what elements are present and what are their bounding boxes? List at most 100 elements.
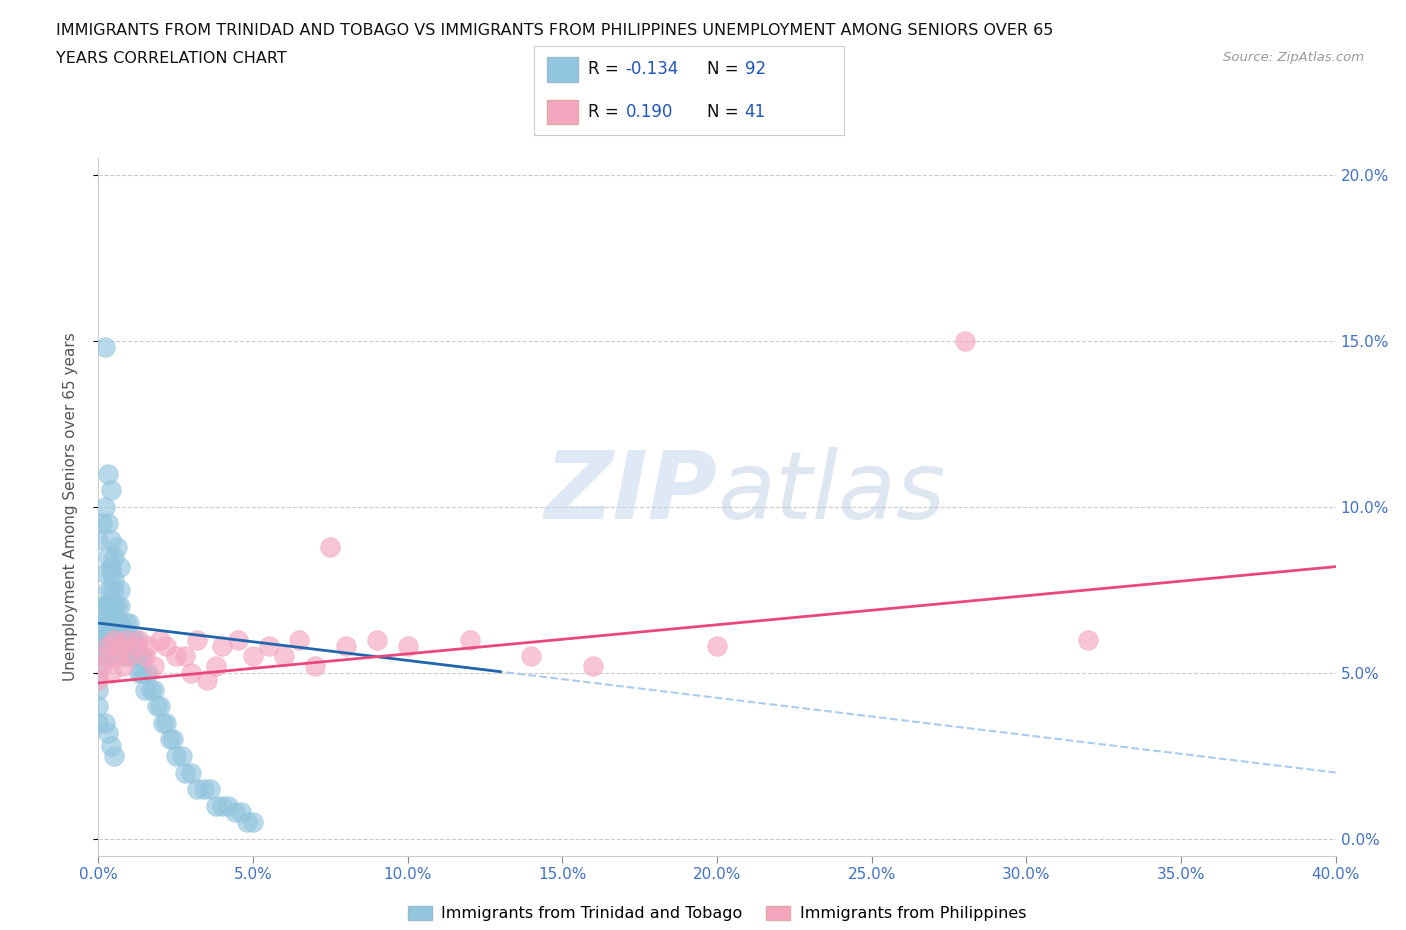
Point	[366, 632, 388, 647]
Point	[159, 732, 181, 747]
Point	[211, 798, 233, 813]
Point	[87, 666, 110, 681]
Text: N =: N =	[707, 60, 740, 78]
Point	[93, 565, 115, 580]
Point	[205, 798, 228, 813]
Point	[217, 798, 239, 813]
Point	[304, 658, 326, 673]
Text: 41: 41	[745, 103, 766, 121]
Y-axis label: Unemployment Among Seniors over 65 years: Unemployment Among Seniors over 65 years	[63, 333, 77, 681]
Point	[97, 599, 120, 614]
Point	[170, 749, 193, 764]
Point	[97, 725, 120, 740]
Bar	[547, 57, 578, 82]
Point	[100, 559, 122, 574]
Point	[134, 649, 156, 664]
Point	[90, 658, 112, 673]
Point	[124, 649, 146, 664]
Text: YEARS CORRELATION CHART: YEARS CORRELATION CHART	[56, 51, 287, 66]
Point	[458, 632, 481, 647]
Point	[105, 632, 128, 647]
Point	[103, 582, 125, 597]
Point	[128, 666, 150, 681]
Legend: Immigrants from Trinidad and Tobago, Immigrants from Philippines: Immigrants from Trinidad and Tobago, Imm…	[401, 899, 1033, 928]
Point	[146, 698, 169, 713]
Point	[100, 666, 122, 681]
Point	[136, 639, 159, 654]
Text: Source: ZipAtlas.com: Source: ZipAtlas.com	[1223, 51, 1364, 64]
Point	[211, 639, 233, 654]
Point	[87, 632, 110, 647]
Point	[103, 749, 125, 764]
Point	[93, 340, 115, 355]
Point	[108, 559, 131, 574]
Point	[174, 649, 197, 664]
Point	[97, 550, 120, 565]
Point	[100, 616, 122, 631]
Point	[139, 682, 162, 697]
Point	[97, 466, 120, 481]
Point	[136, 666, 159, 681]
Point	[87, 682, 110, 697]
Point	[121, 632, 143, 647]
Point	[105, 649, 128, 664]
Point	[97, 639, 120, 654]
Point	[93, 499, 115, 514]
Point	[112, 649, 135, 664]
Point	[103, 632, 125, 647]
Point	[124, 639, 146, 654]
Point	[118, 616, 141, 631]
Point	[128, 632, 150, 647]
Point	[174, 765, 197, 780]
Point	[97, 516, 120, 531]
Point	[108, 599, 131, 614]
Point	[953, 333, 976, 348]
Point	[165, 749, 187, 764]
Point	[87, 698, 110, 713]
Text: 0.190: 0.190	[626, 103, 673, 121]
Point	[100, 738, 122, 753]
Point	[396, 639, 419, 654]
Point	[97, 582, 120, 597]
Point	[103, 550, 125, 565]
Point	[108, 616, 131, 631]
Point	[87, 649, 110, 664]
Point	[193, 782, 215, 797]
Point	[103, 616, 125, 631]
Point	[224, 805, 246, 820]
Point	[100, 483, 122, 498]
Point	[93, 616, 115, 631]
Point	[105, 616, 128, 631]
Point	[115, 616, 138, 631]
Point	[186, 782, 208, 797]
Point	[93, 599, 115, 614]
Point	[105, 599, 128, 614]
Point	[93, 649, 115, 664]
Point	[118, 632, 141, 647]
Point	[155, 639, 177, 654]
Point	[180, 765, 202, 780]
Point	[229, 805, 252, 820]
Point	[180, 666, 202, 681]
Point	[149, 698, 172, 713]
Point	[103, 573, 125, 588]
Text: N =: N =	[707, 103, 740, 121]
Point	[112, 632, 135, 647]
Point	[155, 715, 177, 730]
Point	[520, 649, 543, 664]
Point	[131, 666, 153, 681]
Point	[152, 715, 174, 730]
Point	[273, 649, 295, 664]
Text: atlas: atlas	[717, 447, 945, 538]
Point	[105, 539, 128, 554]
Point	[93, 649, 115, 664]
Point	[90, 632, 112, 647]
Point	[90, 616, 112, 631]
Point	[242, 649, 264, 664]
Point	[335, 639, 357, 654]
Point	[128, 649, 150, 664]
Point	[319, 539, 342, 554]
Point	[100, 599, 122, 614]
Point	[100, 582, 122, 597]
Text: -0.134: -0.134	[626, 60, 679, 78]
